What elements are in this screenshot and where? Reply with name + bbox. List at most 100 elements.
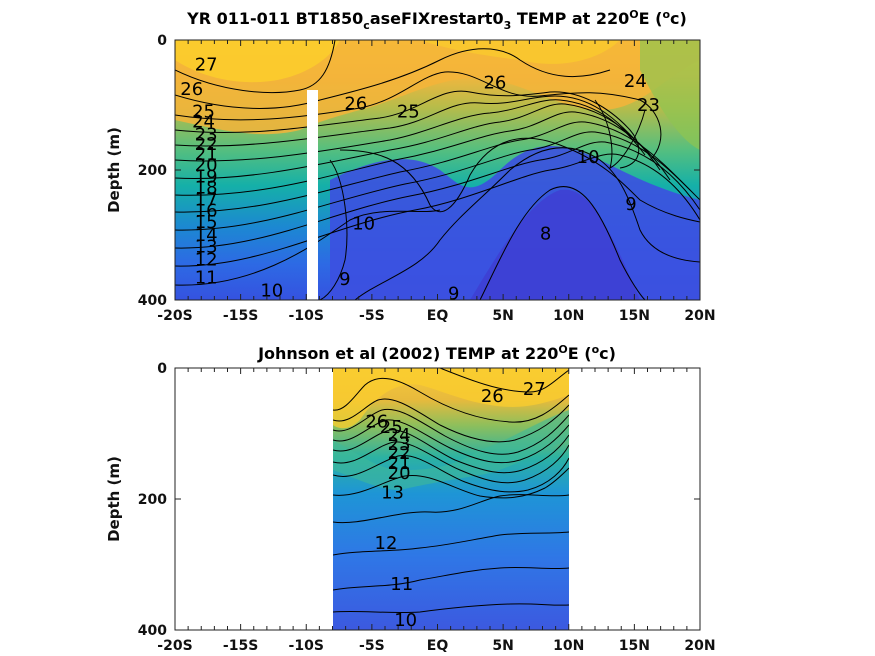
chart-1-contour-line bbox=[175, 99, 646, 162]
chart-1-xtick-label: -20S bbox=[157, 308, 192, 324]
contour-label: 21 bbox=[388, 453, 411, 474]
contour-label: 25 bbox=[380, 417, 403, 438]
chart-2-ytick-label: 400 bbox=[138, 623, 167, 639]
contour-label: 9 bbox=[625, 194, 636, 215]
chart-1-xtick-label: -15S bbox=[223, 308, 258, 324]
chart-2-warm-layer bbox=[333, 368, 569, 429]
chart-2-contour-line bbox=[333, 419, 569, 464]
chart-1-hot-core bbox=[175, 40, 340, 83]
chart-2-contour-line bbox=[333, 441, 569, 484]
contour-label: 18 bbox=[195, 178, 218, 199]
chart-2-contour-line bbox=[333, 531, 569, 556]
chart-2-contour-line bbox=[333, 455, 569, 493]
contour-label: 10 bbox=[352, 213, 375, 234]
contour-label: 26 bbox=[481, 386, 504, 407]
chart-1-cold-core bbox=[470, 189, 640, 300]
contour-label: 20 bbox=[195, 155, 218, 176]
chart-1-ytick-label: 200 bbox=[138, 163, 167, 179]
contour-label: 27 bbox=[523, 379, 546, 400]
chart-1-xtick-label: EQ bbox=[427, 308, 449, 324]
contour-label: 15 bbox=[195, 212, 218, 233]
chart-2-xtick-label: -20S bbox=[157, 638, 192, 654]
chart-2-ytick-label: 200 bbox=[138, 492, 167, 508]
contour-label: 26 bbox=[344, 94, 367, 115]
chart-2-contour-line bbox=[333, 603, 569, 614]
chart-1-y-axis-label: Depth (m) bbox=[105, 127, 123, 213]
contour-label: 14 bbox=[195, 225, 218, 246]
contour-label: 23 bbox=[388, 434, 411, 455]
chart-2-contour-line bbox=[333, 429, 569, 474]
chart-2-title: Johnson et al (2002) TEMP at 220OE (oc) bbox=[257, 343, 616, 363]
chart-2-xtick-label: EQ bbox=[427, 638, 449, 654]
contour-label: 24 bbox=[624, 71, 647, 92]
contour-label: 26 bbox=[180, 79, 203, 100]
chart-2-y-axis-label: Depth (m) bbox=[105, 456, 123, 542]
contour-label: 17 bbox=[195, 189, 218, 210]
chart-2-xtick-label: -15S bbox=[223, 638, 258, 654]
chart-1-contour-line bbox=[175, 209, 441, 286]
chart-1-missing-data-stripe bbox=[307, 90, 318, 300]
contour-label: 16 bbox=[195, 200, 218, 221]
chart-2-xtick-label: 10N bbox=[553, 638, 584, 654]
chart-1-xtick-label: -5S bbox=[359, 308, 385, 324]
chart-1-y-axis: 0 200 400 bbox=[138, 33, 167, 309]
chart-1-contour-line bbox=[175, 95, 636, 147]
chart-2-xtick-label: -5S bbox=[359, 638, 385, 654]
chart-2-xtick-label: 15N bbox=[619, 638, 650, 654]
chart-2-contour-line bbox=[333, 467, 569, 499]
contour-label: 10 bbox=[577, 147, 600, 168]
contour-label: 11 bbox=[195, 267, 218, 288]
chart-2-xtick-label: 20N bbox=[684, 638, 715, 654]
chart-2-thermocline bbox=[333, 410, 569, 490]
chart-1-xtick-label: -10S bbox=[289, 308, 324, 324]
chart-1-ytick-label: 400 bbox=[138, 293, 167, 309]
chart-1-contour-line bbox=[319, 159, 348, 300]
contour-label: 22 bbox=[195, 134, 218, 155]
contour-label: 20 bbox=[388, 463, 411, 484]
contour-label: 12 bbox=[195, 250, 218, 271]
chart-1-x-axis: -20S -15S -10S -5S EQ 5N 10N 15N 20N bbox=[157, 39, 716, 324]
contour-label: 24 bbox=[388, 425, 411, 446]
chart-1-xtick-label: 15N bbox=[619, 308, 650, 324]
contour-label: 13 bbox=[381, 482, 404, 503]
chart-1-xtick-label: 20N bbox=[684, 308, 715, 324]
chart-1-contour-line bbox=[339, 137, 700, 223]
contour-label: 23 bbox=[195, 124, 218, 145]
chart-1-title: YR 011-011 BT1850caseFIXrestart03 TEMP a… bbox=[186, 8, 687, 32]
chart-2-contour-line bbox=[333, 377, 569, 423]
chart-1-contour-line bbox=[175, 141, 700, 249]
chart-1-contour-line bbox=[354, 147, 700, 300]
contour-label: 27 bbox=[195, 55, 218, 76]
chart-1-contour-line bbox=[175, 153, 700, 267]
chart-2-xtick-label: 5N bbox=[492, 638, 513, 654]
contour-label: 26 bbox=[483, 72, 506, 93]
chart-1-contour-line bbox=[479, 186, 646, 300]
contour-label: 9 bbox=[339, 269, 350, 290]
contour-label: 12 bbox=[375, 533, 398, 554]
contour-label: 21 bbox=[195, 144, 218, 165]
chart-1-hot-core-2 bbox=[420, 40, 620, 64]
chart-2-y-axis: 0 200 400 bbox=[138, 361, 167, 639]
chart-1-contour-line bbox=[175, 103, 661, 179]
chart-1-contour-line bbox=[175, 40, 336, 93]
chart-2-contour-line bbox=[333, 398, 569, 443]
chart-1-contour-line bbox=[175, 48, 611, 109]
chart-1-xtick-label: 10N bbox=[553, 308, 584, 324]
chart-2-xtick-label: -10S bbox=[289, 638, 324, 654]
contour-label: 25 bbox=[397, 102, 420, 123]
chart-2-contour-line bbox=[333, 566, 569, 591]
chart-2-x-axis: -20S -15S -10S -5S EQ 5N 10N 15N 20N bbox=[157, 367, 716, 654]
contour-label: 8 bbox=[540, 224, 551, 245]
chart-1-contour-line bbox=[175, 111, 671, 196]
contour-label: 13 bbox=[195, 237, 218, 258]
contour-label: 11 bbox=[390, 574, 413, 595]
chart-2-contour-line bbox=[439, 368, 569, 393]
chart-1-xtick-label: 5N bbox=[492, 308, 513, 324]
contour-label: 10 bbox=[394, 610, 417, 631]
chart-2-ytick-label: 0 bbox=[157, 361, 167, 377]
chart-1-green-region bbox=[640, 40, 700, 150]
contour-label: 19 bbox=[195, 167, 218, 188]
